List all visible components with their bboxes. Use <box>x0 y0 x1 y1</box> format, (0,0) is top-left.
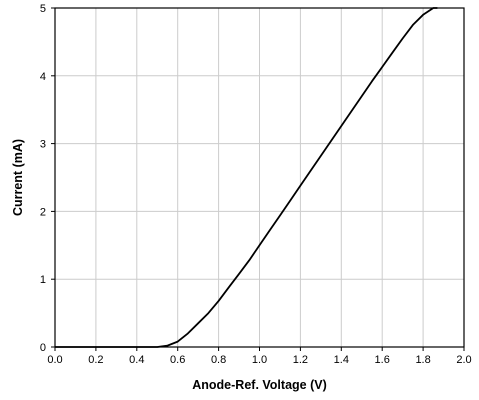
y-axis-tick-labels: 0 1 2 3 4 5 <box>40 3 46 354</box>
x-tick-label: 1.0 <box>252 354 267 366</box>
y-tick-label: 4 <box>40 71 46 83</box>
x-tick-label: 0.0 <box>47 354 62 366</box>
x-tick-label: 1.6 <box>375 354 390 366</box>
x-tick-label: 2.0 <box>456 354 471 366</box>
grid <box>54 7 465 348</box>
y-tick-label: 1 <box>40 274 46 286</box>
x-tick-label: 0.2 <box>88 354 103 366</box>
x-tick-label: 0.8 <box>211 354 226 366</box>
y-axis-label: Current (mA) <box>11 139 25 216</box>
y-tick-label: 2 <box>40 206 46 218</box>
y-tick-label: 5 <box>40 3 46 15</box>
x-axis-label: Anode-Ref. Voltage (V) <box>192 378 327 392</box>
series-line <box>55 7 438 348</box>
x-tick-label: 1.2 <box>293 354 308 366</box>
x-axis-tick-labels: 0.0 0.2 0.4 0.6 0.8 1.0 1.2 1.4 1.6 1.8 2.0 <box>47 354 471 366</box>
y-tick-label: 3 <box>40 139 46 151</box>
y-tick-label: 0 <box>40 342 46 354</box>
x-tick-label: 1.8 <box>415 354 430 366</box>
tick-marks <box>51 7 465 351</box>
x-tick-label: 1.4 <box>334 354 349 366</box>
x-tick-label: 0.6 <box>170 354 185 366</box>
x-tick-label: 0.4 <box>129 354 144 366</box>
